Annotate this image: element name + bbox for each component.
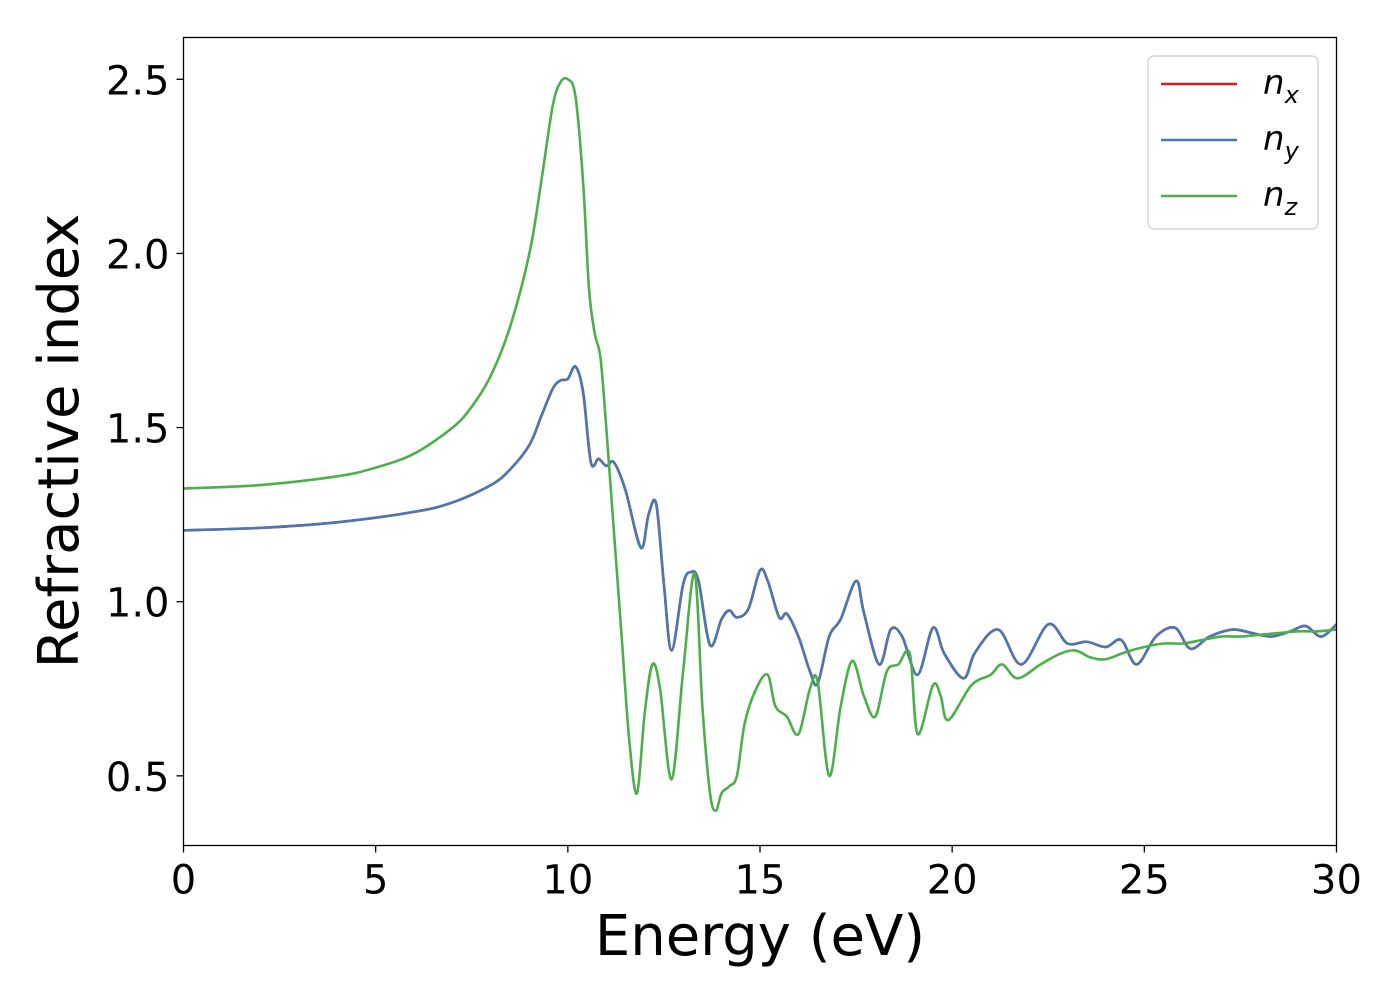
x-tick-label: 20 [927,858,978,904]
x-axis-title: Energy (eV) [595,904,925,969]
ticks-layer: 0 5 10 15 20 25 30 0.5 1.0 1.5 2.0 2.5 [106,58,1362,903]
y-tick-label: 2.5 [106,58,170,104]
x-tick-label: 15 [735,858,786,904]
y-tick-label: 0.5 [106,755,170,801]
series-lines [183,76,1337,812]
series-line-nz [183,76,1337,812]
series-line-ny [183,365,1337,687]
y-tick-label: 1.5 [106,407,170,453]
legend: nx ny nz [1147,55,1319,230]
x-tick-label: 10 [542,858,593,904]
legend-label-ny: ny [1263,119,1300,165]
legend-label-nx: nx [1263,63,1300,109]
x-tick-label: 5 [363,858,388,904]
x-tick-label: 0 [171,858,196,904]
y-tick-label: 1.0 [106,581,170,627]
series-layer [183,76,1337,812]
x-tick-label: 30 [1311,858,1362,904]
legend-label-nz: nz [1263,175,1299,221]
y-tick-label: 2.0 [106,232,170,278]
x-tick-label: 25 [1119,858,1170,904]
legend-box [1147,55,1319,230]
y-axis-title: Refractive index [27,214,92,669]
